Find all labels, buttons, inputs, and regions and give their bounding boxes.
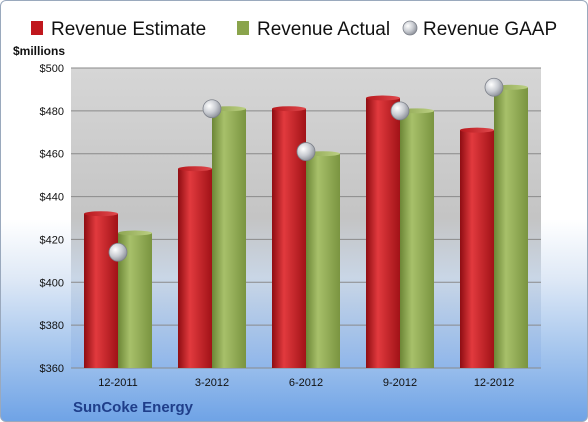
revenue-gaap-marker	[484, 77, 504, 97]
bar-top-cap	[272, 106, 306, 112]
legend-label: Revenue Estimate	[51, 19, 206, 40]
revenue-estimate-bar	[460, 130, 494, 368]
y-tick-label: $400	[40, 277, 64, 289]
bar-top-cap	[118, 230, 152, 236]
x-tick-label: 6-2012	[289, 377, 323, 389]
x-tick-label: 12-2012	[474, 377, 514, 389]
y-tick-label: $420	[40, 234, 64, 246]
y-tick-label: $460	[40, 149, 64, 161]
y-tick-label: $440	[40, 192, 64, 204]
bar-top-cap	[460, 127, 494, 133]
x-tick-label: 12-2011	[98, 377, 138, 389]
y-tick-label: $500	[40, 63, 64, 75]
markers-layer	[108, 77, 504, 262]
revenue-estimate-bar	[84, 213, 118, 368]
x-tick-label: 3-2012	[195, 377, 229, 389]
legend-label: Revenue Actual	[257, 19, 390, 40]
legend: Revenue Estimate Revenue Actual Revenue GA…	[31, 19, 557, 40]
company-name: SunCoke Energy	[73, 399, 194, 416]
revenue-actual-bar	[494, 87, 528, 369]
x-tick-label: 9-2012	[383, 377, 417, 389]
legend-swatch-revenue-gaap	[402, 20, 418, 36]
revenue-estimate-bar	[178, 168, 212, 368]
axis-layer: $360 $380 $400 $420 $440 $460 $480 $500 12-2011 3…	[40, 63, 515, 389]
y-tick-label: $360	[40, 363, 64, 375]
revenue-actual-bar	[306, 153, 340, 368]
y-axis-unit-label: $millions	[13, 44, 65, 58]
bar-top-cap	[178, 166, 212, 172]
legend-swatch-revenue-estimate	[31, 21, 43, 35]
revenue-gaap-marker	[202, 99, 222, 119]
revenue-actual-bar	[212, 108, 246, 368]
y-tick-label: $380	[40, 320, 64, 332]
y-tick-label: $480	[40, 106, 64, 118]
bar-top-cap	[366, 95, 400, 101]
revenue-actual-bar	[400, 110, 434, 368]
revenue-gaap-marker	[108, 242, 128, 262]
legend-swatch-revenue-actual	[237, 21, 249, 35]
revenue-gaap-marker	[296, 142, 316, 161]
legend-label: Revenue GAAP	[423, 19, 557, 40]
bar-top-cap	[84, 211, 118, 217]
bars-layer	[84, 84, 528, 369]
revenue-estimate-bar	[366, 98, 400, 368]
revenue-gaap-marker	[390, 101, 410, 121]
